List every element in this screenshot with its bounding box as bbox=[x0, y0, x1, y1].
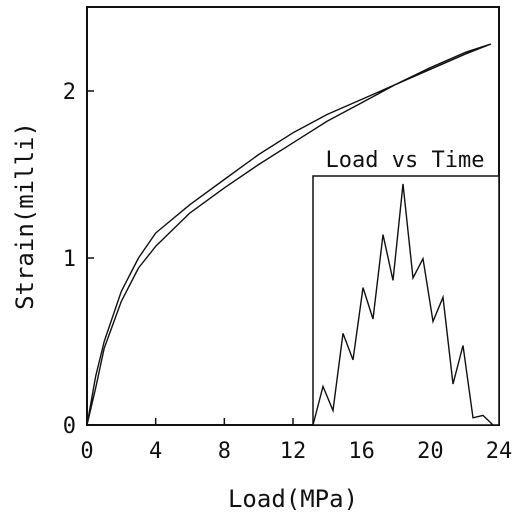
load-vs-time-curve bbox=[312, 183, 494, 426]
strain-load-curve bbox=[86, 43, 492, 426]
inset-series-group bbox=[312, 183, 494, 426]
x-tick-label: 12 bbox=[280, 439, 307, 464]
y-tick-label: 1 bbox=[63, 247, 76, 272]
x-tick-label: 0 bbox=[80, 439, 93, 464]
y-tick-label: 2 bbox=[63, 80, 76, 105]
y-axis-title: Strain(milli) bbox=[11, 122, 39, 310]
x-tick-label: 24 bbox=[486, 439, 513, 464]
inset-title: Load vs Time bbox=[326, 148, 485, 173]
x-tick-label: 16 bbox=[348, 439, 375, 464]
y-tick-label: 0 bbox=[63, 414, 76, 439]
x-axis-title: Load(MPa) bbox=[228, 485, 358, 513]
main-series-group bbox=[86, 43, 492, 426]
x-tick-label: 4 bbox=[149, 439, 162, 464]
x-tick-label: 8 bbox=[218, 439, 231, 464]
x-tick-label: 20 bbox=[417, 439, 444, 464]
